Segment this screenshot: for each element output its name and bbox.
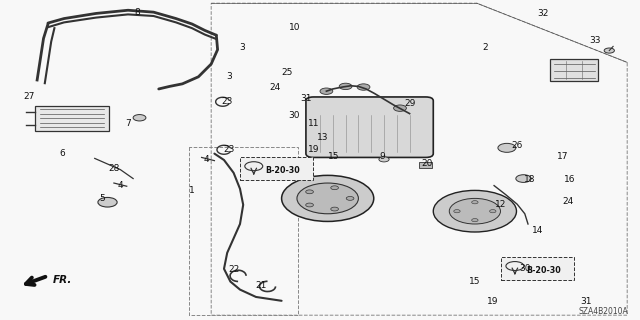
Text: 27: 27: [24, 92, 35, 101]
Text: 11: 11: [308, 119, 319, 128]
Circle shape: [357, 84, 370, 90]
Text: 23: 23: [223, 145, 235, 154]
Text: B-20-30: B-20-30: [526, 266, 561, 275]
Text: 28: 28: [108, 164, 120, 173]
Circle shape: [306, 190, 314, 194]
Bar: [35, 106, 109, 131]
Circle shape: [472, 219, 478, 222]
Text: 16: 16: [564, 175, 575, 184]
Text: 4: 4: [204, 156, 209, 164]
Text: 23: 23: [221, 97, 233, 106]
Circle shape: [320, 88, 333, 94]
Circle shape: [346, 196, 354, 200]
Text: 30: 30: [289, 111, 300, 120]
Circle shape: [331, 207, 339, 211]
Circle shape: [454, 210, 460, 213]
Circle shape: [449, 198, 500, 224]
Circle shape: [604, 48, 614, 53]
Text: 17: 17: [557, 152, 569, 161]
Circle shape: [490, 210, 496, 213]
Circle shape: [339, 83, 352, 90]
Text: 24: 24: [269, 83, 281, 92]
Text: SZA4B2010A: SZA4B2010A: [579, 307, 628, 316]
Text: 32: 32: [537, 9, 548, 18]
Text: 6: 6: [60, 149, 65, 158]
Bar: [240, 157, 314, 180]
Bar: [550, 59, 598, 81]
Text: FR.: FR.: [52, 275, 72, 285]
Bar: [500, 257, 575, 280]
Text: 7: 7: [125, 119, 131, 128]
Circle shape: [472, 201, 478, 204]
Text: 26: 26: [511, 141, 523, 150]
Text: 15: 15: [328, 152, 340, 161]
Text: 14: 14: [532, 226, 543, 235]
Text: 31: 31: [580, 297, 591, 306]
Text: 31: 31: [300, 94, 312, 103]
Text: 1: 1: [189, 186, 195, 195]
Circle shape: [282, 175, 374, 221]
Text: 21: 21: [255, 281, 267, 290]
Text: 18: 18: [524, 175, 536, 184]
Text: 3: 3: [227, 72, 232, 81]
Circle shape: [498, 143, 516, 152]
Text: 8: 8: [135, 8, 140, 17]
Text: 25: 25: [281, 68, 292, 77]
Bar: [419, 162, 432, 168]
Text: 22: 22: [228, 265, 239, 274]
Circle shape: [394, 105, 406, 111]
Circle shape: [433, 190, 516, 232]
FancyBboxPatch shape: [306, 97, 433, 157]
Text: B-20-30: B-20-30: [265, 166, 300, 175]
Text: 33: 33: [589, 36, 601, 45]
Circle shape: [516, 175, 531, 182]
Text: 29: 29: [404, 99, 415, 108]
Text: 15: 15: [469, 277, 481, 286]
Text: 12: 12: [495, 200, 506, 209]
Text: 2: 2: [483, 43, 488, 52]
Text: 24: 24: [563, 197, 574, 206]
Text: 13: 13: [317, 133, 329, 142]
Text: 19: 19: [487, 297, 499, 306]
Circle shape: [297, 183, 358, 214]
Circle shape: [133, 115, 146, 121]
Text: 3: 3: [239, 43, 244, 52]
Text: 9: 9: [380, 152, 385, 161]
Text: 4: 4: [118, 181, 123, 190]
Circle shape: [98, 197, 117, 207]
Text: 30: 30: [519, 264, 531, 273]
Text: 5: 5: [100, 194, 105, 203]
Text: 19: 19: [308, 145, 319, 154]
Text: 20: 20: [422, 159, 433, 168]
Text: 10: 10: [289, 23, 300, 32]
Circle shape: [379, 157, 389, 162]
Circle shape: [331, 186, 339, 190]
Circle shape: [306, 203, 314, 207]
